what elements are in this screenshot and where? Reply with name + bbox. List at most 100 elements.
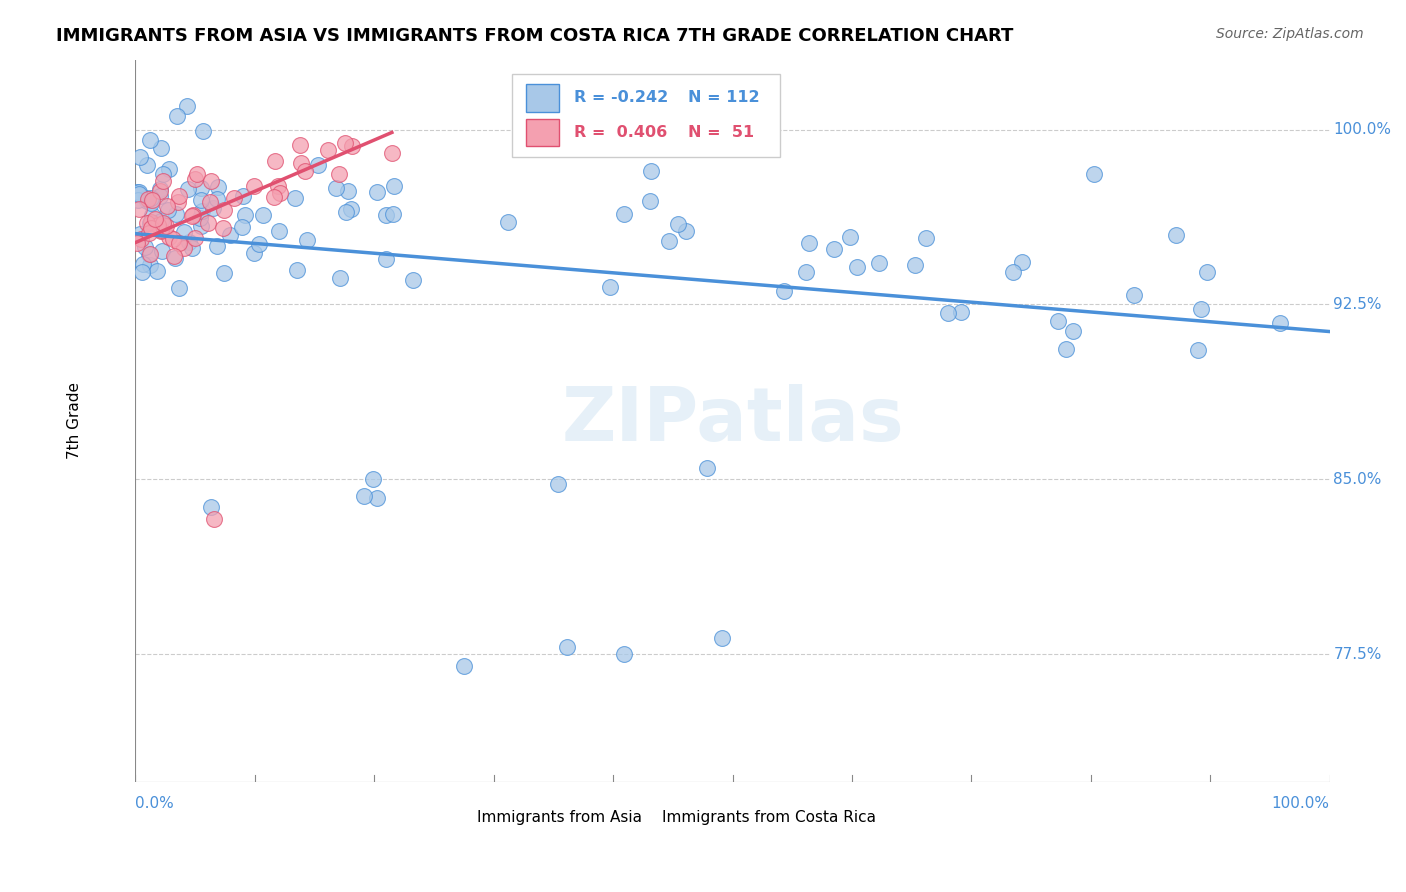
Point [290, 138, 312, 153]
Point [150, 214, 173, 228]
Point [555, 640, 578, 654]
Point [141, 215, 163, 229]
Point [264, 154, 287, 169]
Point [232, 189, 254, 203]
Point [176, 99, 198, 113]
Point [128, 185, 150, 199]
Point [181, 241, 204, 255]
Point [1011, 254, 1033, 268]
Point [267, 179, 290, 194]
Point [125, 235, 148, 250]
Point [212, 220, 235, 235]
Point [181, 208, 204, 222]
Point [139, 246, 162, 260]
Point [190, 181, 212, 195]
Point [382, 179, 405, 194]
Point [711, 631, 734, 645]
Point [138, 258, 160, 272]
Point [1001, 265, 1024, 279]
Point [212, 202, 235, 217]
Point [167, 194, 190, 209]
Point [335, 205, 357, 219]
Text: 92.5%: 92.5% [1333, 297, 1382, 312]
Text: IMMIGRANTS FROM ASIA VS IMMIGRANTS FROM COSTA RICA 7TH GRADE CORRELATION CHART: IMMIGRANTS FROM ASIA VS IMMIGRANTS FROM … [56, 27, 1014, 45]
Point [868, 256, 890, 270]
Point [136, 216, 159, 230]
Point [547, 476, 569, 491]
Point [247, 236, 270, 251]
Point [496, 215, 519, 229]
Point [638, 194, 661, 208]
Point [173, 240, 195, 254]
Point [222, 190, 245, 204]
Point [190, 219, 212, 234]
Bar [440, 804, 470, 831]
Point [156, 203, 179, 218]
Point [936, 305, 959, 319]
Point [156, 199, 179, 213]
Point [1268, 317, 1291, 331]
Point [200, 174, 222, 188]
Point [401, 273, 423, 287]
Point [235, 208, 257, 222]
Point [453, 658, 475, 673]
Point [155, 219, 177, 233]
Point [205, 239, 228, 253]
Point [141, 196, 163, 211]
Point [1189, 301, 1212, 316]
Point [202, 512, 225, 526]
Point [290, 156, 312, 170]
Point [200, 500, 222, 515]
Point [177, 235, 200, 250]
Point [599, 279, 621, 293]
Point [269, 186, 291, 200]
Point [150, 244, 173, 258]
Point [128, 186, 150, 201]
Point [366, 185, 388, 199]
Point [173, 225, 195, 239]
Point [212, 266, 235, 280]
Point [197, 216, 219, 230]
Point [202, 201, 225, 215]
Point [128, 202, 150, 216]
Point [177, 182, 200, 196]
Point [139, 191, 162, 205]
Text: Immigrants from Asia: Immigrants from Asia [477, 810, 643, 825]
Point [152, 167, 174, 181]
Text: Immigrants from Costa Rica: Immigrants from Costa Rica [662, 810, 876, 825]
Point [666, 217, 689, 231]
Point [162, 232, 184, 246]
Text: 7th Grade: 7th Grade [66, 383, 82, 459]
Point [149, 182, 172, 196]
Point [207, 192, 229, 206]
Point [381, 145, 404, 160]
Point [145, 264, 167, 278]
Point [1187, 343, 1209, 357]
Point [328, 167, 350, 181]
Point [163, 251, 186, 265]
Point [166, 109, 188, 123]
Point [129, 150, 152, 164]
Point [218, 227, 240, 242]
Text: ZIPatlas: ZIPatlas [561, 384, 904, 458]
Point [141, 209, 163, 223]
Point [243, 179, 266, 194]
Point [658, 235, 681, 249]
Point [167, 188, 190, 202]
Point [294, 164, 316, 178]
Point [1123, 288, 1146, 302]
Text: R = -0.242: R = -0.242 [574, 90, 668, 105]
Point [696, 460, 718, 475]
Point [297, 233, 319, 247]
Text: R =  0.406: R = 0.406 [574, 125, 666, 140]
Point [335, 136, 357, 150]
Point [342, 139, 364, 153]
Point [1083, 167, 1105, 181]
Point [285, 263, 308, 277]
Point [183, 231, 205, 245]
Text: 0.0%: 0.0% [135, 797, 174, 812]
Bar [526, 119, 560, 146]
Point [188, 211, 211, 225]
Point [231, 220, 253, 235]
Point [159, 230, 181, 244]
